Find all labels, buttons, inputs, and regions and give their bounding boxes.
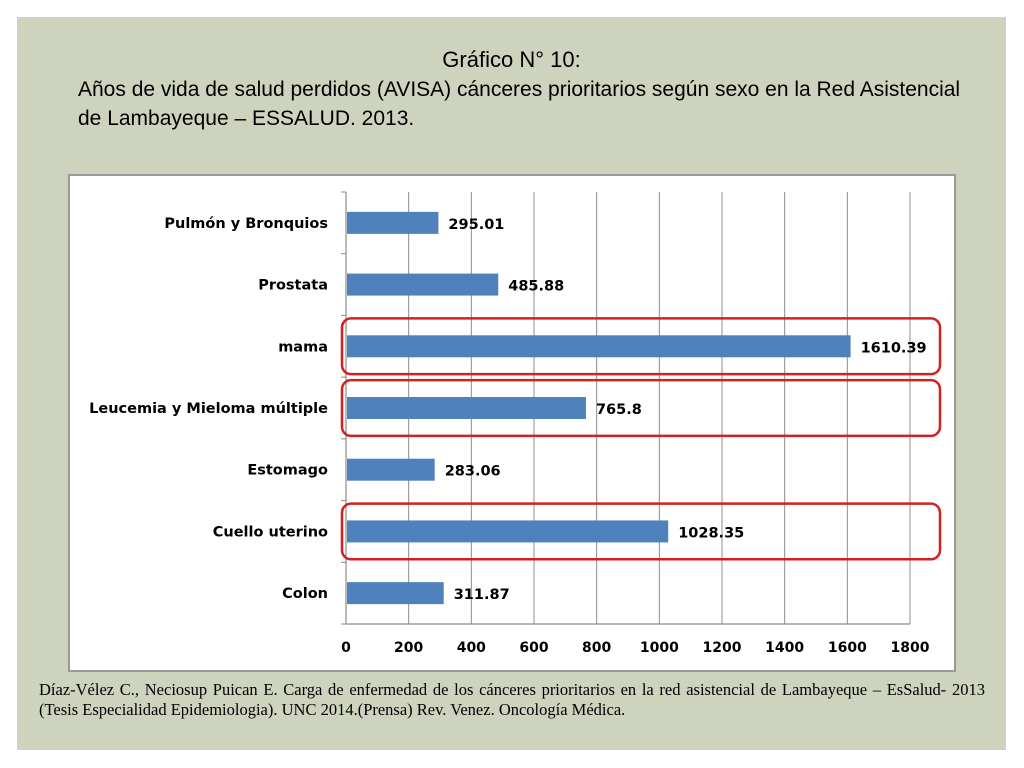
bar	[347, 397, 586, 419]
x-tick-label: 800	[582, 640, 611, 656]
bar	[347, 582, 444, 605]
x-tick-label: 1800	[891, 640, 930, 656]
value-label: 311.87	[454, 587, 510, 603]
citation-text: Díaz-Vélez C., Neciosup Puican E. Carga …	[39, 680, 985, 719]
value-label: 283.06	[445, 464, 501, 480]
value-label: 485.88	[508, 279, 564, 295]
x-tick-label: 1200	[703, 640, 742, 656]
slide: Gráfico N° 10: Años de vida de salud per…	[17, 17, 1006, 750]
bar	[347, 520, 669, 543]
x-tick-label: 1000	[640, 640, 679, 656]
value-label: 1610.39	[861, 340, 927, 356]
highlight-box	[340, 317, 942, 376]
chart-container: 0 200 400 600 800 1000 1200 1400 1600 1800 Pulmón …	[68, 174, 956, 672]
highlight-box	[340, 378, 942, 438]
highlight-box	[340, 502, 942, 561]
category-label: Estomago	[247, 463, 328, 479]
slide-title: Gráfico N° 10:	[442, 47, 581, 72]
x-tick-label: 200	[394, 640, 423, 656]
value-label: 1028.35	[678, 525, 744, 541]
value-label: 765.8	[596, 402, 642, 418]
bar	[347, 458, 435, 481]
x-tick-label: 600	[519, 640, 548, 656]
slide-subtitle: Años de vida de salud perdidos (AVISA) c…	[78, 78, 961, 130]
category-label: mama	[278, 339, 328, 355]
bar	[347, 211, 439, 234]
category-label: Cuello uterino	[213, 524, 328, 540]
bar	[347, 335, 851, 358]
category-label: Pulmón y Bronquios	[164, 216, 328, 232]
value-label: 295.01	[448, 217, 504, 233]
category-label: Prostata	[258, 278, 328, 294]
x-tick-label: 1600	[828, 640, 867, 656]
x-tick-label: 400	[457, 640, 486, 656]
x-tick-label: 1400	[765, 640, 804, 656]
bar	[347, 273, 499, 296]
x-tick-label: 0	[341, 640, 351, 656]
category-label: Colon	[282, 586, 328, 602]
category-label: Leucemia y Mieloma múltiple	[89, 401, 328, 417]
bar-chart: 0 200 400 600 800 1000 1200 1400 1600 1800 Pulmón …	[89, 191, 942, 656]
